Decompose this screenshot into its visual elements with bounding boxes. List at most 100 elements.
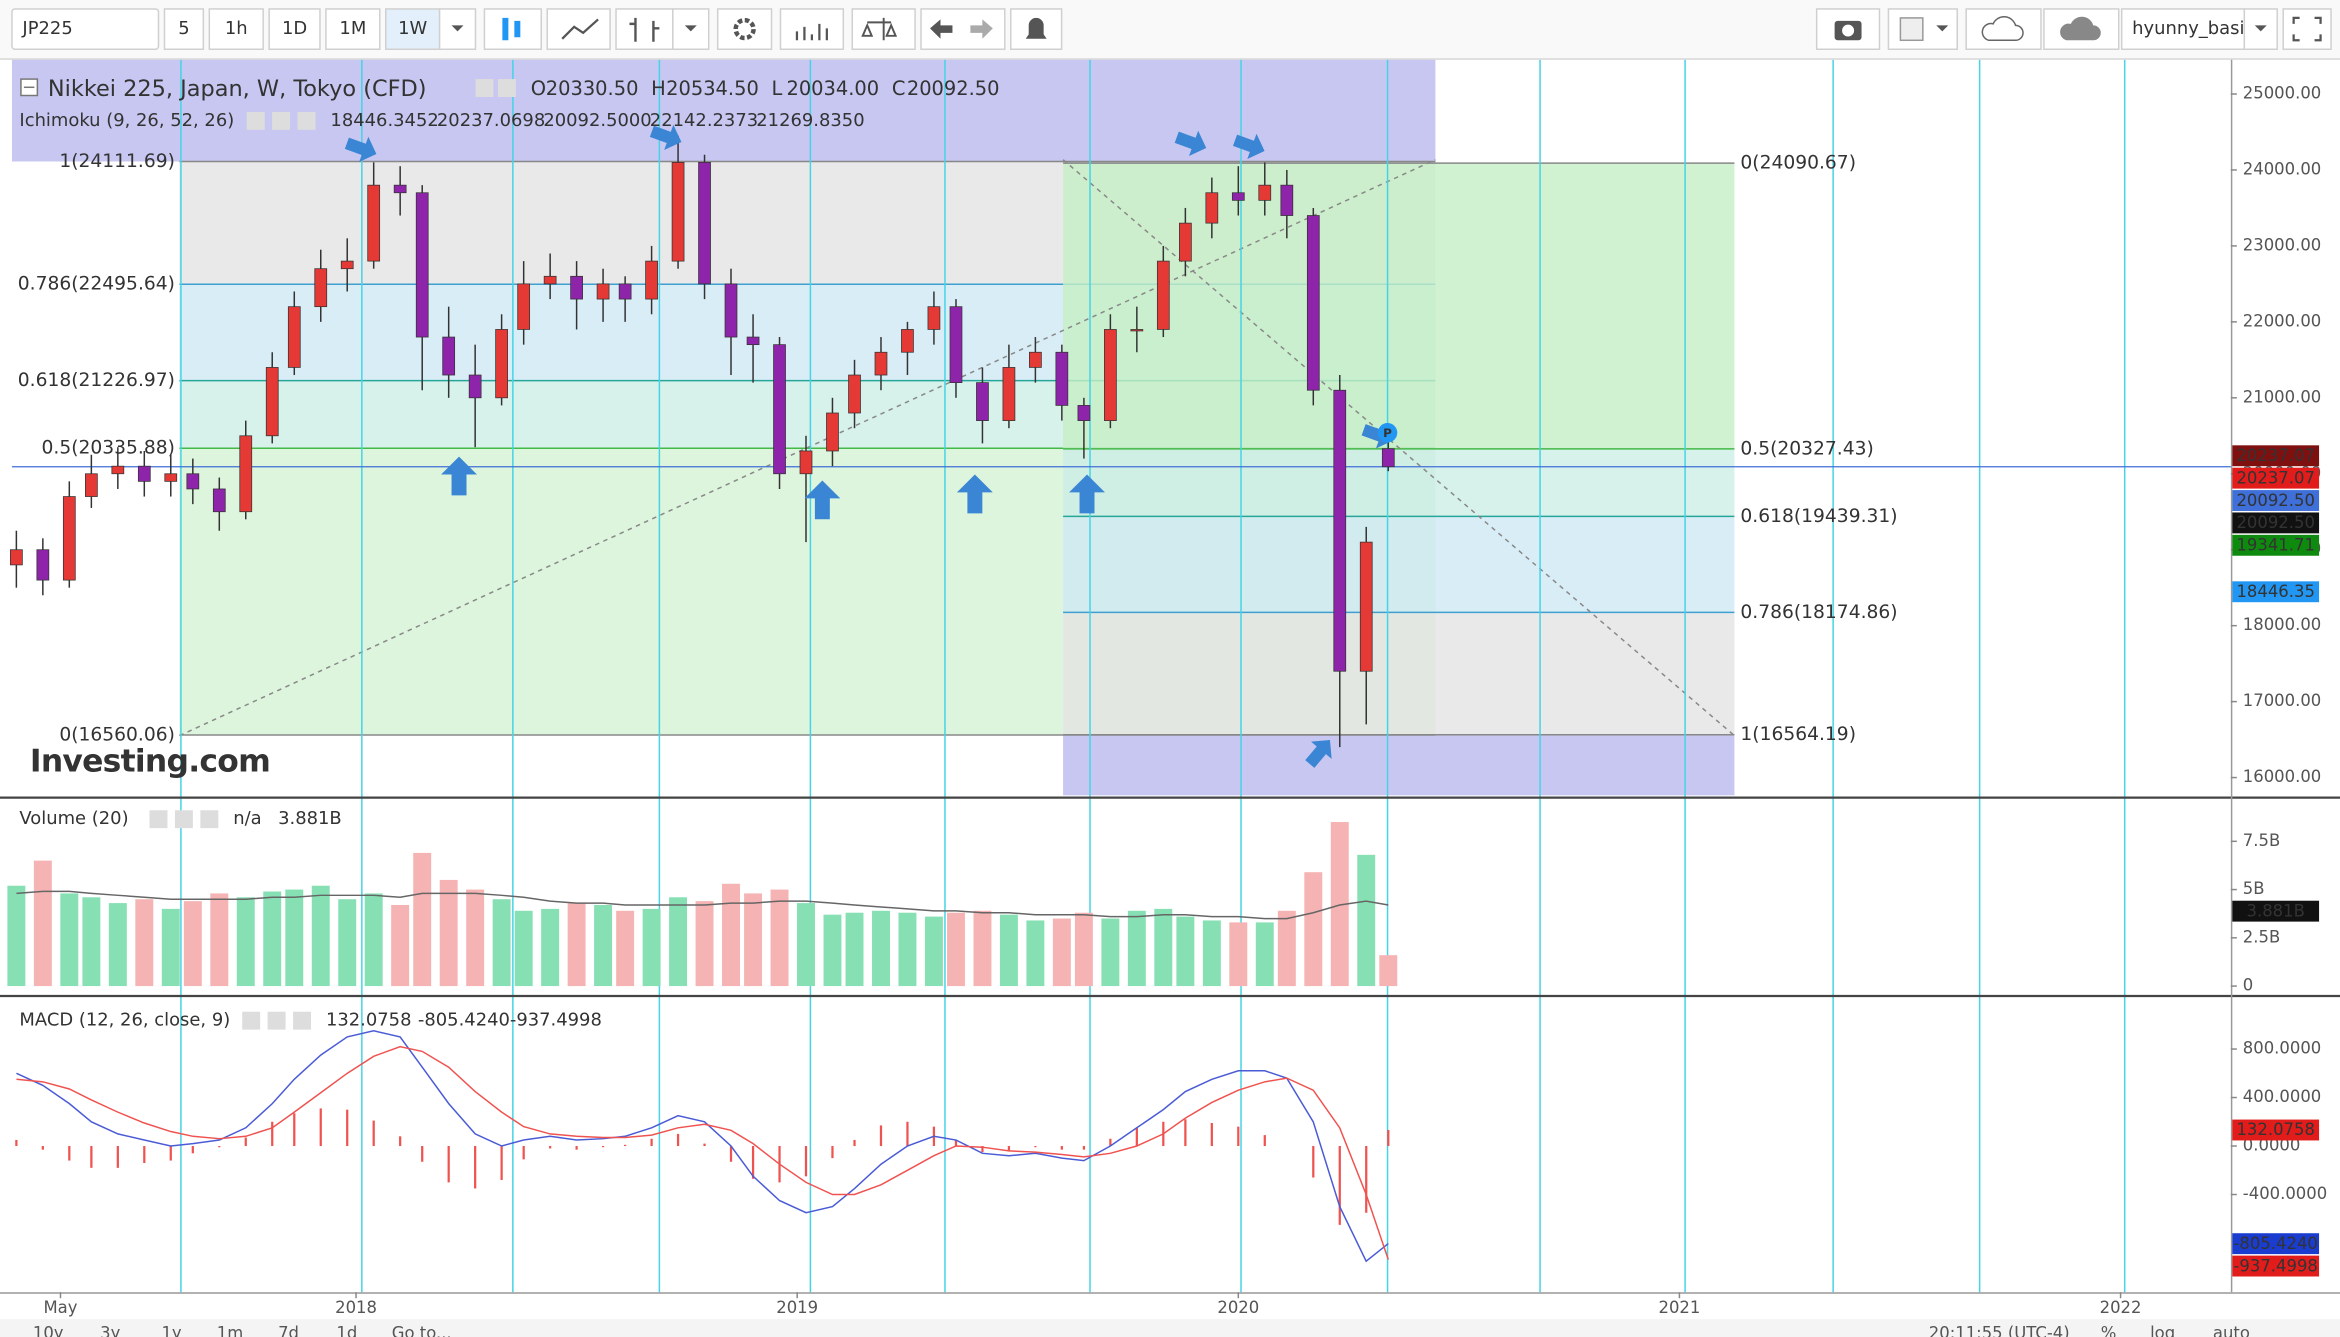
volume-bar	[642, 908, 661, 987]
price-tag-label: 20237.07	[2236, 446, 2314, 465]
volume-bar	[108, 903, 127, 987]
volume-bar	[60, 893, 79, 987]
overlay-layer: 1(24111.69) 0.786(22495.64) 0.618(21226.97…	[18, 124, 1898, 768]
fullscreen-button[interactable]	[2282, 8, 2332, 50]
ohlc-value: 20034.00	[786, 77, 879, 100]
volume-bar	[466, 889, 485, 987]
ohlc-prefix: O	[531, 77, 546, 100]
legend-icon[interactable]	[293, 1011, 312, 1030]
interval-button[interactable]	[268, 8, 321, 50]
candle-body	[1029, 351, 1042, 368]
y-tick-label: 800.0000	[2243, 1039, 2321, 1058]
legend-icon[interactable]	[174, 810, 193, 829]
compare-icon	[861, 17, 898, 41]
range-button[interactable]: 7d	[278, 1324, 299, 1337]
interval-button[interactable]	[385, 8, 441, 50]
candle-body	[1306, 215, 1320, 391]
highlight-region	[1063, 734, 1735, 796]
y-tick-label: 0	[2243, 976, 2253, 995]
price-tag	[2232, 1255, 2320, 1277]
bottom-bar: 10y 3y 1y 1m 7d 1d Go to... 20:11:55 (UTC-4)% lo…	[0, 1319, 2340, 1337]
legend-icon[interactable]	[267, 1011, 286, 1030]
range-button[interactable]: 3y	[100, 1324, 120, 1337]
macd-line	[16, 1030, 1389, 1263]
background-layer	[11, 59, 2231, 1293]
price-tag	[2232, 467, 2320, 489]
fib-band	[1063, 163, 1735, 449]
candles-style-button[interactable]	[483, 8, 543, 50]
legend-icon[interactable]	[475, 79, 494, 97]
candle-body	[85, 473, 98, 497]
indicators-button[interactable]	[779, 8, 845, 50]
volume-bar	[514, 910, 533, 987]
legend-icon[interactable]	[149, 810, 168, 829]
x-tick-label: 2021	[1659, 1298, 1701, 1317]
legend-icon[interactable]	[272, 111, 291, 130]
price-legend: Nikkei 225, Japan, W, Tokyo (CFD) O 20330…	[19, 76, 999, 1031]
y-tick-label: 2.5B	[2243, 927, 2280, 946]
range-button[interactable]: 1y	[161, 1324, 181, 1337]
annotation-arrow	[956, 474, 993, 514]
range-button[interactable]: 1m	[217, 1324, 243, 1337]
fib-label: 0(24090.67)	[1740, 153, 1856, 174]
pin-label: P	[1383, 426, 1392, 440]
pin-marker[interactable]	[1377, 423, 1398, 443]
legend-icon[interactable]	[200, 810, 219, 829]
interval-button[interactable]	[163, 8, 205, 50]
cloud-up-icon	[2060, 16, 2101, 41]
goto-button[interactable]: Go to...	[392, 1324, 452, 1337]
interval-button[interactable]	[325, 8, 381, 50]
interval-label: 1D	[282, 18, 307, 39]
price-tag	[2232, 1233, 2320, 1255]
auto-toggle[interactable]: auto	[2213, 1324, 2250, 1337]
volume-bar	[947, 912, 965, 987]
signal-line	[16, 1045, 1390, 1260]
indicator-value: 20237.0698	[437, 110, 545, 131]
settings-button[interactable]	[716, 8, 773, 50]
candle-body	[1104, 329, 1117, 421]
x-tick-label: 2020	[1217, 1298, 1259, 1317]
price-tag	[2232, 1119, 2320, 1141]
layout-name-box[interactable]	[2120, 8, 2246, 50]
axes-layer: 16000.0017000.0018000.0019000.0020000.00…	[0, 59, 2340, 1317]
cloud-down-icon	[1981, 16, 2024, 42]
volume-bar	[135, 899, 154, 987]
x-tick-label: May	[43, 1298, 77, 1317]
legend-icon[interactable]	[246, 111, 265, 130]
legend-icon[interactable]	[297, 111, 316, 130]
legend-icon[interactable]	[497, 79, 516, 97]
candle-body	[671, 161, 685, 262]
symbol-box[interactable]	[11, 8, 160, 50]
volume-bar	[845, 912, 864, 987]
indicators-icon	[795, 23, 828, 41]
interval-button[interactable]	[208, 8, 264, 50]
volume-bar	[616, 910, 635, 987]
y-tick-label: 18000.00	[2243, 615, 2321, 634]
volume-bar	[492, 899, 511, 987]
load-layout-button[interactable]	[1965, 8, 2042, 50]
volume-bar	[263, 891, 282, 987]
volume-ma-line	[16, 890, 1389, 920]
bars-style-button[interactable]	[615, 8, 674, 50]
clock: 20:11:55 (UTC-4)	[1929, 1324, 2070, 1337]
volume-bar	[338, 899, 357, 987]
candle-body	[442, 336, 456, 376]
volume-bar	[722, 883, 740, 987]
y-tick-label: 25000.00	[2243, 84, 2321, 103]
fib-band	[1063, 516, 1735, 613]
log-toggle[interactable]: log	[2150, 1324, 2175, 1337]
volume-bar	[7, 885, 26, 987]
marks-layer	[7, 135, 1398, 1263]
indicator-values: 18446.345220237.069820092.500022142.2373…	[330, 110, 864, 131]
range-button[interactable]: 1d	[336, 1324, 357, 1337]
volume-bar	[439, 879, 458, 987]
candle-body	[799, 450, 813, 475]
volume-bar	[210, 893, 229, 987]
candle-body	[1156, 260, 1170, 330]
legend-icon[interactable]	[242, 1011, 261, 1030]
fib-label: 0(16560.06)	[59, 725, 175, 746]
candle-body	[874, 351, 888, 376]
ohlc-prefix: L	[772, 77, 783, 100]
percent-toggle[interactable]: %	[2101, 1324, 2117, 1337]
range-button[interactable]: 10y	[33, 1324, 64, 1337]
